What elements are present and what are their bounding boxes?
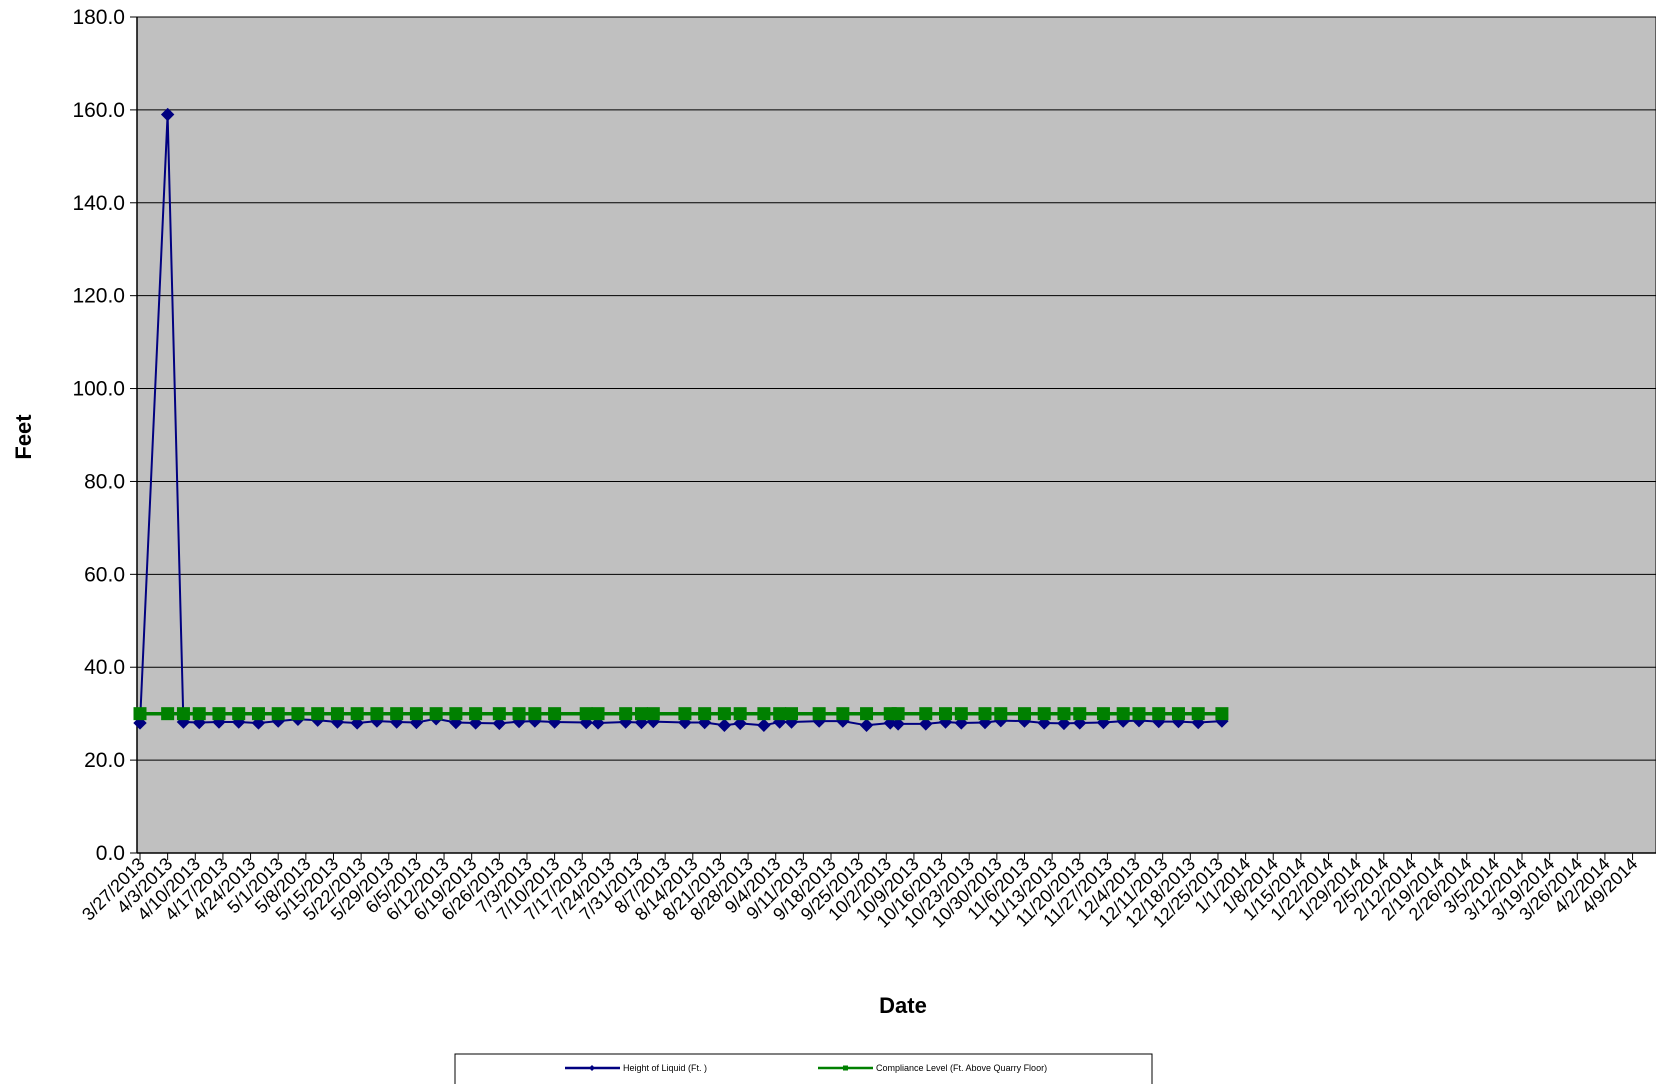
data-point	[161, 707, 175, 721]
data-point	[1073, 707, 1087, 721]
data-point	[192, 707, 206, 721]
data-point	[492, 707, 506, 721]
data-point	[919, 717, 933, 731]
data-point	[773, 707, 787, 721]
data-point	[1191, 707, 1205, 721]
data-point	[812, 707, 826, 721]
data-point	[757, 718, 771, 732]
data-point	[919, 707, 933, 721]
data-point	[271, 707, 285, 721]
data-point	[528, 707, 542, 721]
y-tick-label: 0.0	[96, 842, 125, 865]
data-point	[733, 716, 747, 731]
data-point	[291, 707, 305, 721]
data-point	[836, 707, 850, 721]
y-tick-label: 120.0	[72, 285, 125, 308]
legend-label: Compliance Level (Ft. Above Quarry Floor…	[876, 1063, 1047, 1073]
data-point	[409, 707, 423, 721]
data-point	[1132, 707, 1146, 721]
data-point	[757, 707, 771, 721]
data-point	[591, 707, 605, 721]
data-point	[350, 707, 364, 721]
legend: Height of Liquid (Ft. ) Compliance Level …	[454, 1053, 1153, 1084]
legend-marker	[843, 1065, 848, 1071]
y-tick-label: 60.0	[84, 563, 125, 586]
legend-marker	[589, 1065, 595, 1071]
data-point	[1057, 716, 1071, 731]
data-point	[212, 707, 226, 721]
data-point	[619, 707, 633, 721]
data-point	[733, 707, 747, 721]
data-point	[390, 707, 404, 721]
data-point	[1096, 707, 1110, 721]
y-tick-label: 140.0	[72, 192, 125, 215]
data-point	[1057, 707, 1071, 721]
data-point	[939, 707, 953, 721]
data-point	[859, 718, 874, 732]
data-point	[1037, 707, 1051, 721]
data-point	[1171, 707, 1185, 721]
data-point	[429, 707, 443, 721]
data-point	[634, 707, 648, 721]
data-point	[370, 707, 384, 721]
x-axis-title: Date	[879, 993, 927, 1018]
data-point	[785, 707, 799, 721]
data-point	[449, 707, 463, 721]
y-tick-label: 20.0	[84, 749, 125, 772]
data-point	[646, 707, 660, 721]
gridlines	[137, 16, 1656, 761]
data-point	[698, 707, 712, 721]
data-point	[330, 707, 344, 721]
y-tick-label: 80.0	[84, 470, 125, 493]
y-tick-label: 40.0	[84, 656, 125, 679]
data-point	[954, 707, 968, 721]
data-point	[1152, 707, 1166, 721]
data-point	[717, 718, 732, 732]
y-tick-label: 160.0	[72, 99, 125, 122]
data-point	[891, 707, 905, 721]
data-point	[251, 707, 265, 721]
data-point	[469, 707, 483, 721]
data-point	[176, 707, 190, 721]
data-point	[994, 707, 1008, 721]
data-point	[512, 707, 526, 721]
data-point	[311, 707, 325, 721]
data-point	[548, 707, 562, 721]
legend-label: Height of Liquid (Ft. )	[623, 1063, 707, 1073]
series-1	[133, 707, 1229, 721]
data-point	[232, 707, 246, 721]
y-tick-label: 180.0	[72, 6, 125, 29]
data-point	[133, 707, 147, 721]
y-axis-title: Feet	[11, 414, 36, 460]
data-point	[492, 716, 507, 731]
data-point	[579, 707, 593, 721]
y-tick-label: 100.0	[72, 378, 125, 401]
series	[133, 107, 1229, 732]
data-point	[1017, 707, 1031, 721]
data-point	[160, 107, 175, 122]
data-point	[978, 707, 992, 721]
data-point	[860, 707, 874, 721]
data-point	[1116, 707, 1130, 721]
legend-box	[454, 1053, 1153, 1084]
data-point	[1215, 707, 1229, 721]
data-point	[717, 707, 731, 721]
data-point	[891, 717, 905, 731]
data-point	[678, 707, 692, 721]
